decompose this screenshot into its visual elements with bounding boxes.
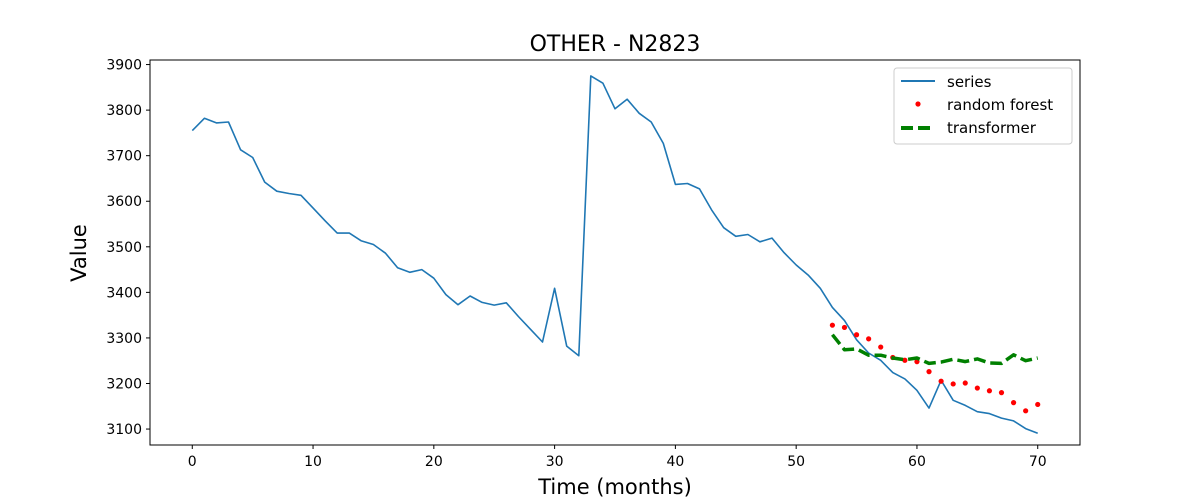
x-axis: 0 10 20 30 40 50 60 70 <box>188 445 1047 470</box>
legend-label-series: series <box>947 73 992 91</box>
x-tick-label: 30 <box>546 454 564 470</box>
point-random-forest <box>938 378 944 384</box>
legend-swatch-random-forest <box>915 101 921 107</box>
plot-frame <box>149 59 1081 446</box>
point-random-forest <box>962 380 968 386</box>
legend-label-random-forest: random forest <box>947 96 1053 114</box>
y-tick-label: 3400 <box>106 285 142 301</box>
chart-title: OTHER - N2823 <box>530 32 701 57</box>
y-axis: 3100 3200 3300 3400 3500 3600 3700 3800 3900 <box>106 58 150 438</box>
x-tick-label: 0 <box>188 454 197 470</box>
x-tick-label: 60 <box>908 454 926 470</box>
x-tick-label: 50 <box>787 454 805 470</box>
y-tick-label: 3100 <box>106 422 142 438</box>
point-random-forest <box>1010 400 1017 406</box>
legend: series random forest transformer <box>893 67 1073 145</box>
point-random-forest <box>926 369 932 375</box>
x-tick-label: 70 <box>1029 454 1047 470</box>
legend-box <box>893 67 1073 145</box>
x-tick-label: 20 <box>425 454 443 470</box>
x-tick-label: 40 <box>666 454 684 470</box>
point-random-forest <box>986 388 993 394</box>
point-random-forest <box>866 336 872 342</box>
point-random-forest <box>998 390 1005 396</box>
point-random-forest <box>878 344 884 350</box>
point-random-forest <box>974 385 980 391</box>
y-axis-label: Value <box>67 224 91 282</box>
y-tick-label: 3600 <box>106 194 142 210</box>
x-tick-label: 10 <box>304 454 322 470</box>
y-tick-label: 3800 <box>106 103 142 119</box>
point-random-forest <box>853 332 860 338</box>
point-random-forest <box>829 322 836 328</box>
y-tick-label: 3700 <box>106 149 142 165</box>
y-tick-label: 3900 <box>106 58 142 74</box>
point-random-forest <box>1023 408 1029 414</box>
legend-label-transformer: transformer <box>947 119 1037 137</box>
y-tick-label: 3500 <box>106 240 142 256</box>
point-random-forest <box>841 324 848 331</box>
y-tick-label: 3300 <box>106 331 142 347</box>
line-transformer <box>831 333 1039 366</box>
x-axis-label: Time (months) <box>537 475 692 499</box>
point-random-forest <box>902 357 908 363</box>
point-random-forest <box>950 381 956 387</box>
line-series <box>191 75 1038 434</box>
y-tick-label: 3200 <box>106 376 142 392</box>
series-layer <box>191 75 1041 434</box>
point-random-forest <box>1035 401 1041 408</box>
